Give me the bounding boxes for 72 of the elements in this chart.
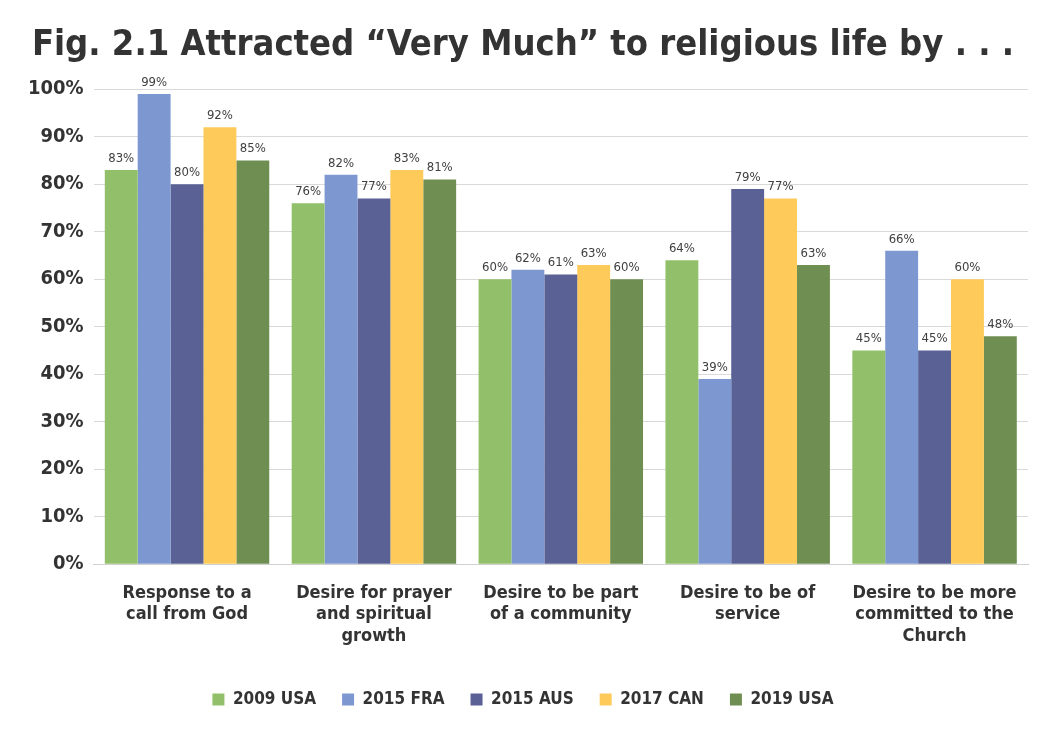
data-label: 61% xyxy=(547,254,574,270)
bar xyxy=(511,269,545,564)
y-tick-label: 30% xyxy=(40,407,84,432)
data-label: 60% xyxy=(613,259,640,275)
bar xyxy=(951,279,984,564)
legend-label: 2015 FRA xyxy=(362,687,445,708)
y-tick-label: 70% xyxy=(40,217,84,242)
data-label: 77% xyxy=(767,178,794,194)
data-label: 85% xyxy=(239,140,266,156)
bar xyxy=(170,184,204,564)
bar xyxy=(104,169,138,564)
data-label: 45% xyxy=(921,330,948,346)
data-label: 76% xyxy=(295,183,322,199)
legend-label: 2019 USA xyxy=(750,687,834,708)
legend-label: 2015 AUS xyxy=(491,687,574,708)
bar xyxy=(764,198,798,564)
chart-title: Fig. 2.1 Attracted “Very Much” to religious life by . . . xyxy=(31,21,1015,63)
data-label: 81% xyxy=(426,159,453,175)
data-label: 82% xyxy=(328,154,355,170)
data-label: 66% xyxy=(888,230,915,246)
y-tick-label: 50% xyxy=(40,312,84,337)
data-label: 63% xyxy=(580,244,607,260)
data-label: 60% xyxy=(482,259,509,275)
bar xyxy=(357,198,391,564)
x-tick-label: Desire to be more committed to the Church xyxy=(852,580,1017,645)
bar xyxy=(544,274,578,564)
bar xyxy=(137,93,171,564)
x-tick-label: Response to a call from God xyxy=(122,580,252,624)
bar xyxy=(577,264,611,564)
x-tick-label: Desire for prayer and spiritual growth xyxy=(296,580,452,645)
data-label: 62% xyxy=(514,249,541,265)
bar xyxy=(885,250,919,564)
data-label: 64% xyxy=(668,240,695,256)
data-label: 79% xyxy=(734,168,761,184)
bar xyxy=(423,179,457,564)
data-label: 45% xyxy=(855,330,882,346)
data-label: 99% xyxy=(141,73,168,89)
y-tick-label: 10% xyxy=(40,502,84,527)
bar xyxy=(797,264,830,564)
data-label: 83% xyxy=(108,149,135,165)
data-label: 39% xyxy=(701,358,728,374)
data-label: 48% xyxy=(987,316,1014,332)
x-tick-label: Desire to be part of a community xyxy=(483,580,639,624)
bar xyxy=(731,188,765,564)
bar xyxy=(983,336,1017,564)
bar xyxy=(665,260,699,564)
legend-label: 2009 USA xyxy=(232,687,317,708)
x-tick-label: Desire to be of service xyxy=(680,580,817,624)
bar xyxy=(610,279,644,564)
bar xyxy=(918,350,951,564)
bar xyxy=(478,279,512,564)
y-tick-label: 60% xyxy=(40,265,84,290)
data-label: 80% xyxy=(174,164,201,180)
data-label: 83% xyxy=(393,149,420,165)
y-tick-label: 100% xyxy=(27,75,84,100)
y-tick-label: 40% xyxy=(40,360,84,385)
y-tick-label: 0% xyxy=(53,550,84,575)
bar xyxy=(324,174,358,564)
y-tick-label: 80% xyxy=(40,170,84,195)
bar xyxy=(698,378,732,564)
data-label: 92% xyxy=(206,107,233,123)
data-label: 63% xyxy=(800,244,827,260)
bar xyxy=(203,127,237,564)
y-tick-label: 20% xyxy=(40,455,84,480)
bar xyxy=(291,203,325,564)
bar xyxy=(390,169,424,564)
data-label: 60% xyxy=(954,259,981,275)
legend-label: 2017 CAN xyxy=(620,687,704,708)
bar xyxy=(852,350,886,564)
y-tick-label: 90% xyxy=(40,122,84,147)
bar xyxy=(236,160,270,564)
data-label: 77% xyxy=(360,178,387,194)
